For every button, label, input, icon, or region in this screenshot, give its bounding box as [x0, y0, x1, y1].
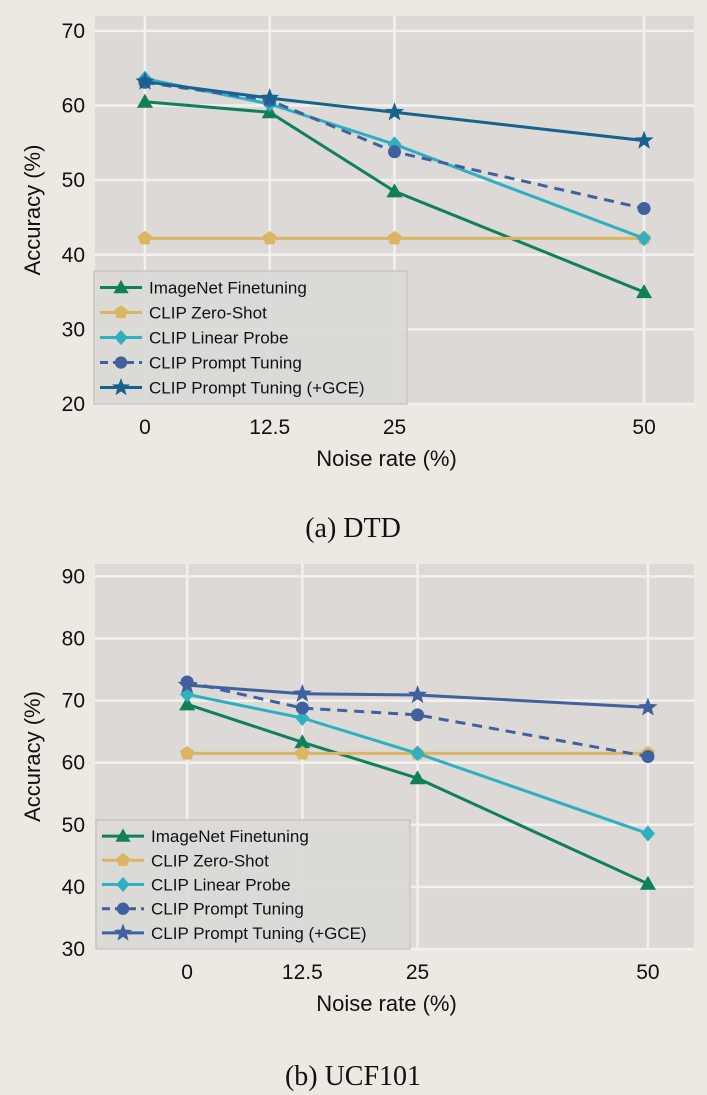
y-tick-label: 50	[62, 814, 85, 837]
x-tick-label: 25	[406, 961, 429, 984]
data-point	[136, 93, 153, 108]
legend-marker	[116, 876, 130, 893]
y-tick-label: 20	[62, 393, 85, 416]
series-line	[144, 100, 645, 294]
legend-marker	[116, 853, 130, 867]
y-tick-label: 30	[62, 318, 85, 341]
series-line	[144, 80, 645, 143]
data-point	[641, 750, 655, 763]
legend-label: ImageNet Finetuning	[149, 279, 307, 298]
series-line	[186, 702, 649, 886]
legend-marker	[111, 378, 131, 396]
series-line	[186, 692, 649, 835]
data-point	[177, 675, 197, 694]
data-point	[634, 130, 654, 149]
legend-marker	[113, 923, 133, 941]
legend-marker	[115, 828, 131, 842]
data-point	[411, 708, 425, 722]
x-axis-label: Noise rate (%)	[316, 446, 457, 471]
y-tick-label: 40	[62, 244, 85, 267]
legend-label: CLIP Prompt Tuning	[151, 900, 304, 919]
legend-label: CLIP Prompt Tuning	[149, 354, 302, 373]
data-point	[295, 745, 310, 760]
y-tick-label: 70	[62, 20, 85, 43]
data-point	[260, 88, 280, 107]
data-point	[410, 745, 425, 762]
data-point	[637, 202, 651, 216]
y-tick-label: 60	[62, 752, 85, 775]
data-point	[180, 745, 195, 760]
chart-2: 30 40 50 60 70 80 90 0 12.5 25 50 Noise rate (%) Acc…	[20, 564, 694, 1092]
data-point	[387, 230, 402, 245]
y-tick-label: 70	[62, 690, 85, 713]
legend-label: ImageNet Finetuning	[151, 827, 309, 846]
legend-marker	[114, 356, 128, 369]
y-tick-label: 30	[62, 938, 85, 961]
legend-label: CLIP Prompt Tuning (+GCE)	[149, 379, 365, 398]
chart-1: 20 30 40 50 60 70 0 12.5 25 50 Noise rate (%) Accur…	[20, 16, 694, 544]
y-axis-label: Accuracy (%)	[20, 145, 45, 276]
legend-marker	[113, 279, 129, 294]
legend-box	[93, 270, 408, 405]
figure-caption: (a) DTD	[305, 513, 401, 544]
legend: ImageNet Finetuning CLIP Zero-Shot CLIP Li…	[95, 819, 411, 950]
data-point	[388, 145, 401, 159]
legend-label: CLIP Linear Probe	[151, 876, 291, 895]
legend-marker	[114, 329, 128, 346]
series-line	[186, 680, 649, 758]
x-tick-label: 12.5	[249, 416, 290, 439]
data-point	[384, 102, 405, 121]
legend-label: CLIP Prompt Tuning (+GCE)	[151, 924, 367, 943]
data-point	[638, 697, 658, 716]
figure-caption: (b) UCF101	[285, 1061, 421, 1092]
y-axis-label: Accuracy (%)	[20, 691, 45, 822]
x-tick-label: 0	[181, 961, 193, 984]
legend-label: CLIP Zero-Shot	[151, 851, 269, 870]
legend-label: CLIP Linear Probe	[149, 329, 289, 348]
data-point	[637, 230, 652, 247]
data-point	[640, 825, 655, 842]
data-point	[636, 284, 653, 299]
y-tick-label: 60	[62, 95, 85, 118]
legend-box	[95, 819, 411, 950]
legend-marker	[114, 305, 128, 319]
legend: ImageNet Finetuning CLIP Zero-Shot CLIP Li…	[93, 270, 408, 405]
x-tick-label: 25	[383, 416, 406, 439]
data-point	[386, 183, 403, 198]
data-point	[135, 71, 155, 90]
x-tick-label: 0	[139, 416, 151, 439]
legend-label: CLIP Zero-Shot	[149, 304, 267, 323]
x-axis-label: Noise rate (%)	[316, 991, 457, 1016]
data-point	[409, 770, 426, 785]
x-tick-label: 50	[632, 416, 655, 439]
series-line	[187, 683, 648, 709]
data-point	[292, 683, 312, 702]
data-point	[408, 685, 428, 704]
data-point	[179, 696, 196, 711]
y-tick-label: 40	[62, 876, 85, 899]
data-point	[639, 875, 656, 890]
y-tick-label: 50	[62, 169, 85, 192]
series-line	[144, 80, 645, 210]
x-tick-label: 12.5	[282, 961, 323, 984]
y-tick-label: 80	[62, 628, 85, 651]
x-tick-label: 50	[636, 961, 659, 984]
data-point	[262, 230, 277, 245]
data-point	[294, 734, 311, 749]
legend-marker	[116, 902, 130, 915]
data-point	[137, 230, 153, 245]
y-tick-label: 90	[62, 565, 85, 588]
data-point	[295, 701, 309, 715]
data-point	[295, 710, 310, 726]
